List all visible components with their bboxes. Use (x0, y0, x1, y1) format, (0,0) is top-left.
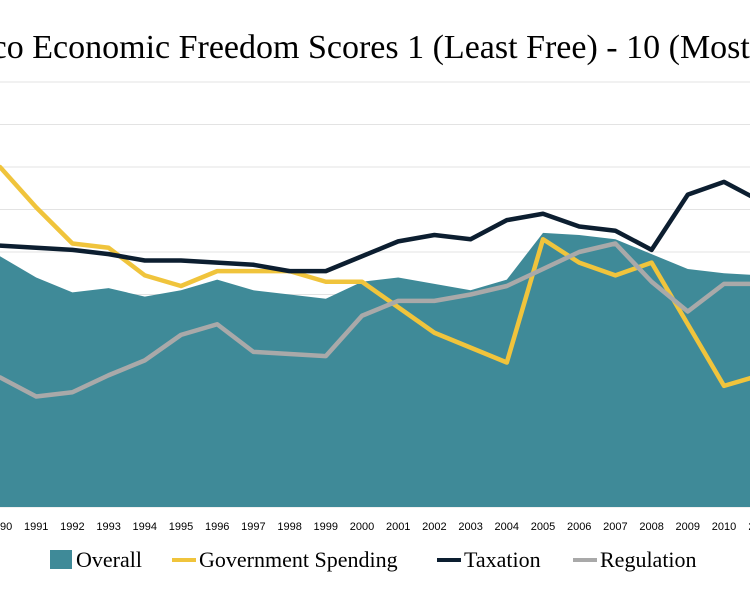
legend: Overall Government Spending Taxation Regula… (50, 547, 697, 572)
x-tick-label: 1991 (24, 521, 48, 533)
legend-label-government-spending: Government Spending (199, 547, 398, 572)
x-tick-label: 1999 (314, 521, 338, 533)
x-tick-label: 1990 (0, 521, 12, 533)
x-tick-label: 2009 (676, 521, 700, 533)
legend-label-regulation: Regulation (600, 547, 697, 572)
series-line-regulation (0, 241, 750, 399)
x-tick-label: 1994 (133, 521, 157, 533)
x-tick-label: 2000 (350, 521, 374, 533)
legend-label-overall: Overall (76, 547, 142, 572)
x-tick-label: 2005 (531, 521, 555, 533)
series-line-government-spending (0, 164, 750, 389)
x-tick-label: 1993 (96, 521, 120, 533)
x-tick-label: 1998 (277, 521, 301, 533)
x-tick-label: 2011 (748, 521, 750, 533)
x-axis-ticks: 1990 1991 1992 1993 1994 1995 1996 1997 1998 1999… (0, 521, 750, 533)
x-tick-label: 1996 (205, 521, 229, 533)
legend-label-taxation: Taxation (464, 547, 541, 572)
series-area-overall (0, 232, 750, 507)
x-tick-label: 2002 (422, 521, 446, 533)
x-tick-label: 2006 (567, 521, 591, 533)
x-tick-label: 1995 (169, 521, 193, 533)
x-tick-label: 2004 (495, 521, 519, 533)
x-tick-label: 2001 (386, 521, 410, 533)
series-line-taxation (0, 179, 750, 274)
x-tick-label: 2010 (712, 521, 736, 533)
x-tick-label: 2008 (639, 521, 663, 533)
chart-title: Mexico Economic Freedom Scores 1 (Least … (0, 29, 750, 66)
x-tick-label: 1992 (60, 521, 84, 533)
x-tick-label: 2003 (458, 521, 482, 533)
legend-swatch-overall (50, 550, 72, 569)
x-tick-label: 2007 (603, 521, 627, 533)
x-tick-label: 1997 (241, 521, 265, 533)
plot-area (0, 164, 750, 507)
